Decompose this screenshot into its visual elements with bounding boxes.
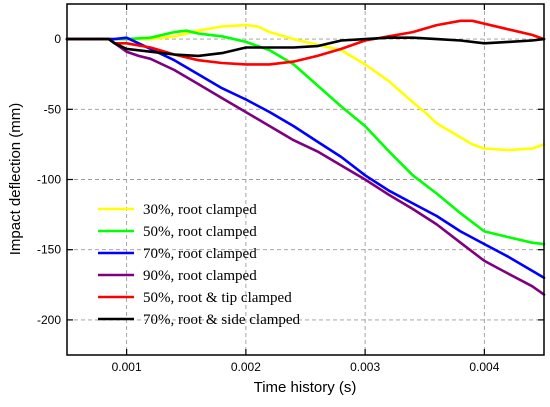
x-axis-title: Time history (s) [254, 379, 357, 396]
x-tick-label: 0.003 [350, 360, 380, 374]
axis-ticks: 0.001 0.002 0.003 0.004 0 -50 -100 -150 -200 [37, 4, 544, 374]
y-tick-label: -100 [37, 173, 61, 187]
legend-label-1: 30%, root clamped [143, 202, 257, 218]
series-line-3 [65, 36, 546, 280]
series-line-2 [65, 29, 546, 246]
x-tick-label: 0.002 [231, 360, 261, 374]
legend-label-6: 70%, root & side clamped [143, 312, 301, 328]
series-line-5 [65, 19, 546, 66]
gridlines [67, 4, 544, 355]
x-tick-label: 0.001 [112, 360, 142, 374]
legend-label-3: 70%, root clamped [143, 246, 257, 262]
y-axis-title: Impact deflection (mm) [7, 103, 24, 256]
legend-label-2: 50%, root clamped [143, 224, 257, 240]
y-tick-label: -50 [44, 102, 62, 116]
series-lines [65, 19, 546, 296]
legend-label-4: 90%, root clamped [143, 268, 257, 284]
series-line-6 [65, 36, 546, 58]
y-tick-label: 0 [54, 32, 61, 46]
series-line-4 [65, 37, 546, 296]
series-line-1 [65, 23, 546, 152]
y-tick-label: -150 [37, 243, 61, 257]
legend-label-5: 50%, root & tip clamped [143, 290, 292, 306]
y-tick-label: -200 [37, 313, 61, 327]
legend: 30%, root clamped 50%, root clamped 70%, r… [98, 202, 301, 328]
x-tick-label: 0.004 [469, 360, 499, 374]
